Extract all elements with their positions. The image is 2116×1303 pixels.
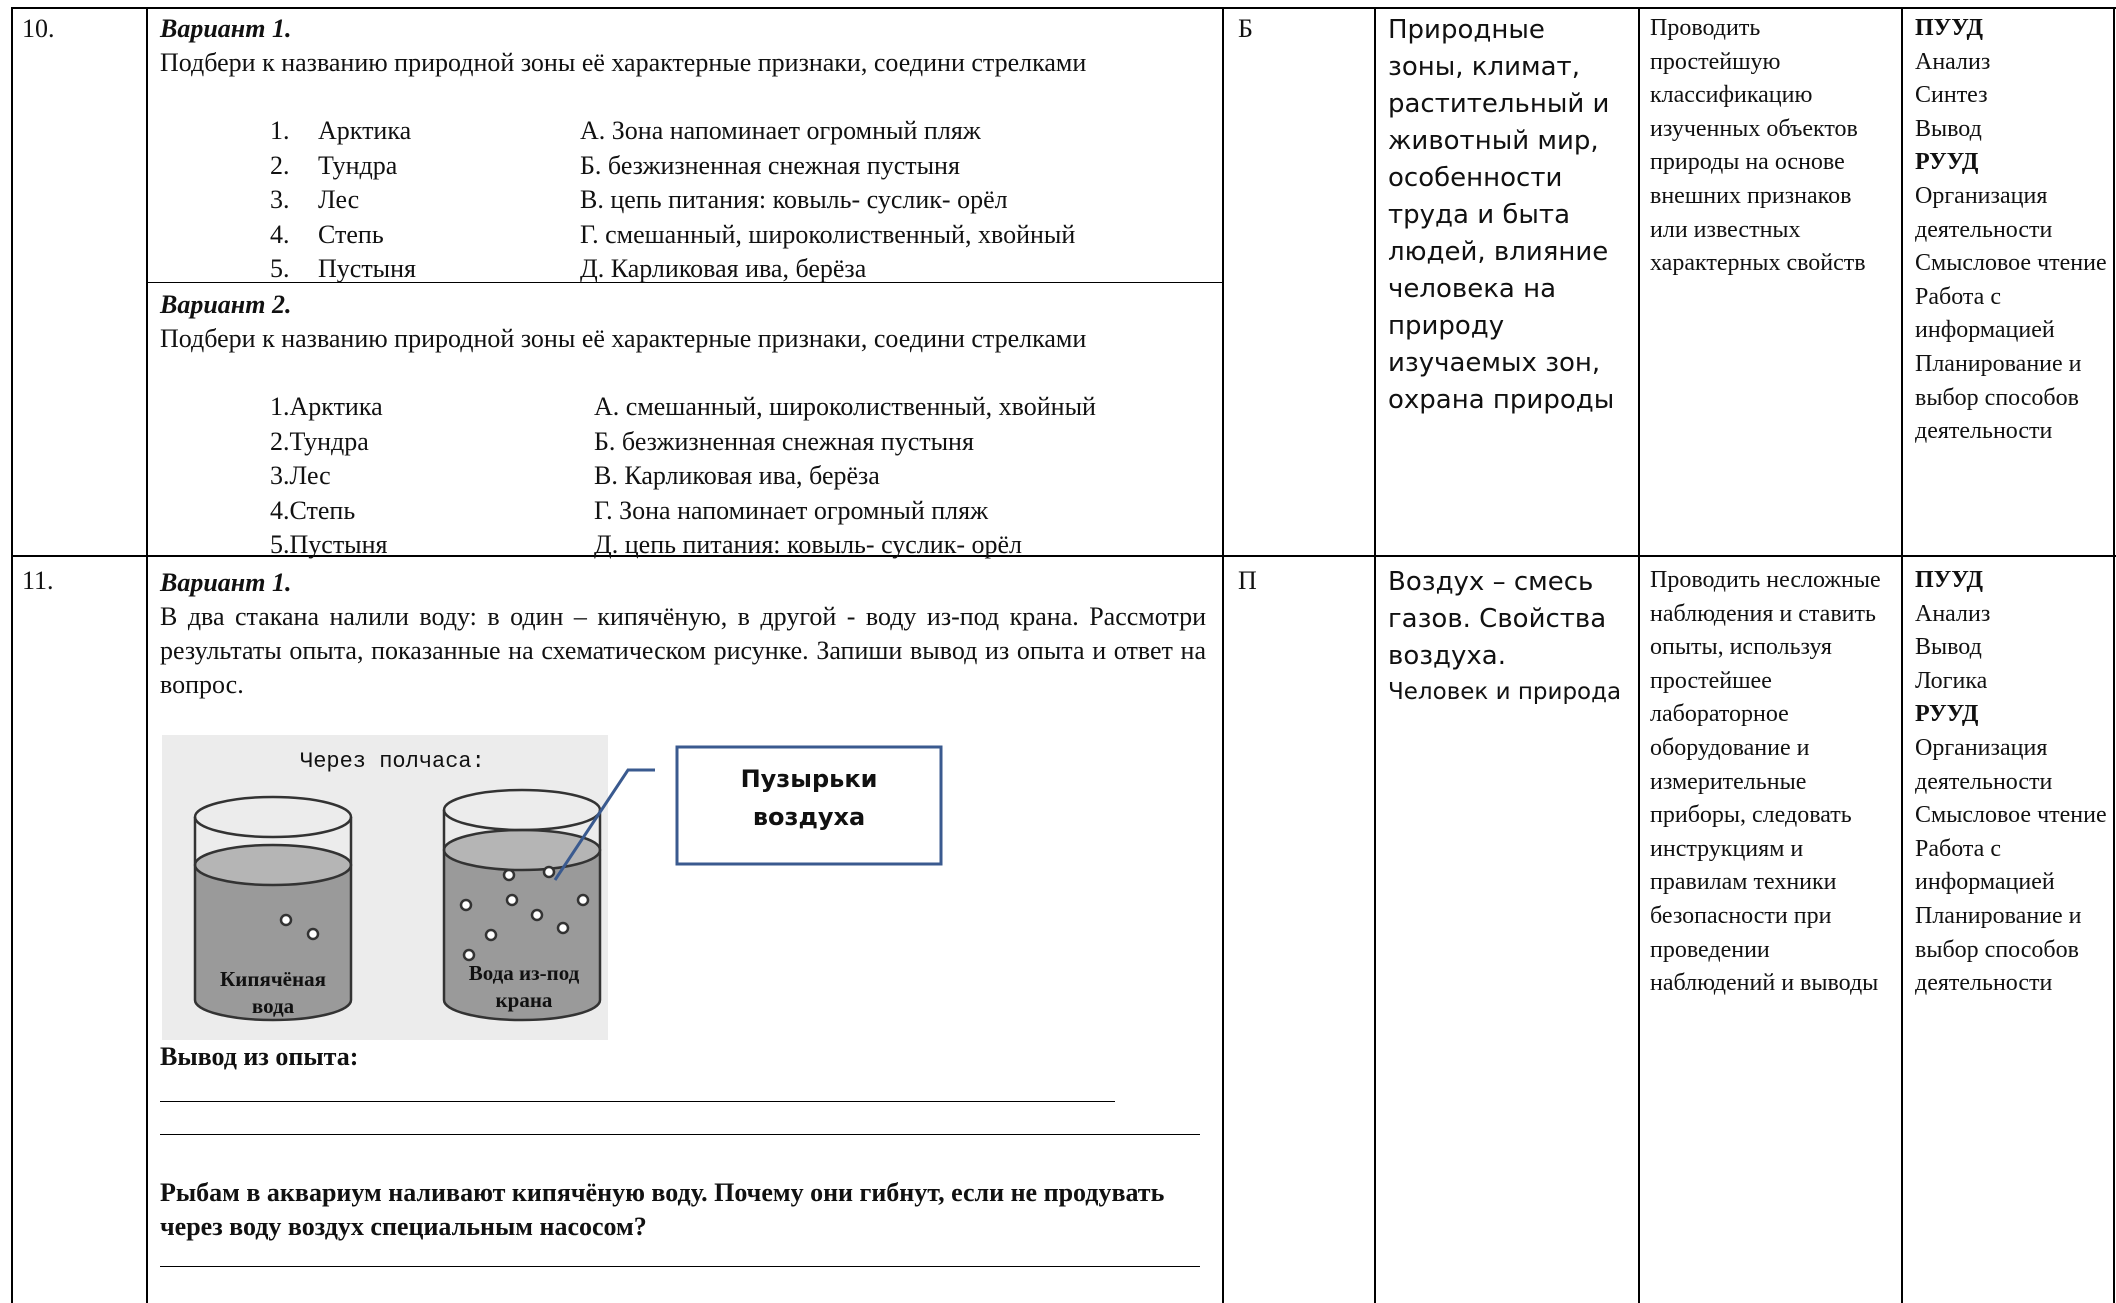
zone-feature: Г. Зона напоминает огромный пляж	[594, 495, 989, 525]
zone-name: Лес	[318, 185, 360, 214]
uud-item: Синтез	[1915, 82, 1988, 109]
uud-item: Планирование и выбор способов деятельнос…	[1915, 350, 2082, 445]
variant-border	[146, 282, 1222, 283]
uud-item: Организация деятельности	[1915, 734, 2053, 795]
zone-feature: В. цепь питания: ковыль- суслик- орёл	[580, 185, 1008, 214]
uud-heading: РУУД	[1915, 701, 1979, 728]
zone-name: 5.Пустыня	[270, 530, 388, 559]
figure-label: Кипячёная вода	[220, 967, 326, 1018]
zone-name: Тундра	[318, 150, 398, 180]
answer-line	[160, 1134, 1200, 1135]
zone-feature: В. Карликовая ива, берёза	[594, 461, 880, 490]
column-border	[11, 7, 13, 1303]
zone-name: 3.Лес	[270, 461, 331, 490]
task-type: Б	[1238, 14, 1253, 43]
uud-item: Работа с информацией	[1915, 283, 2055, 344]
zone-name: 1.Арктика	[270, 392, 383, 421]
figure-caption: Через полчаса:	[300, 749, 485, 774]
list-marker: 3.	[270, 185, 290, 214]
uud-item: Логика	[1915, 667, 1988, 694]
zone-feature: Г. смешанный, широколиственный, хвойный	[580, 219, 1076, 249]
callout-box	[675, 745, 943, 866]
uud: ПУУД Анализ Синтез Вывод РУУД Организация дея…	[1915, 12, 2110, 449]
column-border	[2113, 7, 2115, 1303]
uud-heading: ПУУД	[1915, 15, 1983, 41]
topic: Воздух – смесь газов. Свойства воздуха.	[1388, 567, 1607, 671]
zone-feature: Д. цепь питания: ковыль- суслик- орёл	[594, 530, 1022, 559]
zone-name: Арктика	[318, 116, 412, 145]
uud-item: Вывод	[1915, 634, 1982, 661]
zone-feature: Б. безжизненная снежная пустыня	[580, 150, 960, 180]
uud-item: Смысловое чтение	[1915, 802, 2107, 829]
variant-title: Вариант 2.	[160, 290, 292, 319]
zone-name: 4.Степь	[270, 495, 356, 525]
table-border	[11, 7, 2116, 9]
list-marker: 2.	[270, 150, 290, 180]
skills: Проводить несложные наблюдения и ставить…	[1650, 567, 1881, 997]
row-number: 10.	[22, 14, 55, 43]
task-type: П	[1238, 566, 1257, 595]
list-marker: 1.	[270, 116, 290, 145]
answer-line	[160, 1101, 1115, 1102]
row-number: 11.	[22, 566, 54, 595]
uud-heading: ПУУД	[1915, 567, 1983, 593]
question: Рыбам в аквариум наливают кипячёную воду…	[160, 1178, 1165, 1241]
callout-text: Пузырьки воздуха	[740, 765, 878, 831]
figure-label: Вода из-под крана	[468, 961, 580, 1012]
variant-task: Подбери к названию природной зоны её хар…	[160, 48, 1087, 77]
zone-feature: Д. Карликовая ива, берёза	[580, 254, 867, 283]
zone-name: 2.Тундра	[270, 426, 369, 456]
column-border	[1901, 7, 1903, 1303]
uud-item: Вывод	[1915, 115, 1982, 142]
glass-boiled	[193, 795, 353, 1022]
uud-item: Планирование и выбор способов деятельнос…	[1915, 902, 2082, 997]
uud-item: Организация деятельности	[1915, 182, 2053, 243]
variant-title: Вариант 1.	[160, 14, 292, 43]
skills: Проводить простейшую классификацию изуче…	[1650, 15, 1866, 277]
column-border	[1374, 7, 1376, 1303]
variant-task: В два стакана налили воду: в один – кипя…	[160, 602, 1206, 699]
topic: Человек и природа	[1388, 679, 1622, 705]
uud-item: Анализ	[1915, 48, 1991, 75]
zone-name: Пустыня	[318, 254, 417, 283]
variant-title: Вариант 1.	[160, 568, 292, 597]
answer-line	[160, 1266, 1200, 1267]
zone-feature: А. смешанный, широколиственный, хвойный	[594, 392, 1096, 421]
uud-item: Работа с информацией	[1915, 835, 2055, 896]
zone-name: Степь	[318, 219, 384, 249]
column-border	[146, 7, 148, 1303]
uud-heading: РУУД	[1915, 149, 1979, 176]
column-border	[1638, 7, 1640, 1303]
uud-item: Анализ	[1915, 600, 1991, 627]
callout-pointer	[553, 768, 655, 881]
list-marker: 5.	[270, 254, 290, 283]
conclusion-label: Вывод из опыта:	[160, 1042, 359, 1071]
uud: ПУУД Анализ Вывод Логика РУУД Организация дея…	[1915, 564, 2110, 1001]
list-marker: 4.	[270, 219, 290, 249]
zone-feature: А. Зона напоминает огромный пляж	[580, 116, 981, 145]
variant-task: Подбери к названию природной зоны её хар…	[160, 324, 1087, 353]
topic: Природные зоны, климат, растительный и ж…	[1388, 15, 1615, 415]
column-border	[1222, 7, 1224, 1303]
zone-feature: Б. безжизненная снежная пустыня	[594, 426, 974, 456]
row-border	[11, 555, 2116, 557]
uud-item: Смысловое чтение	[1915, 250, 2107, 277]
